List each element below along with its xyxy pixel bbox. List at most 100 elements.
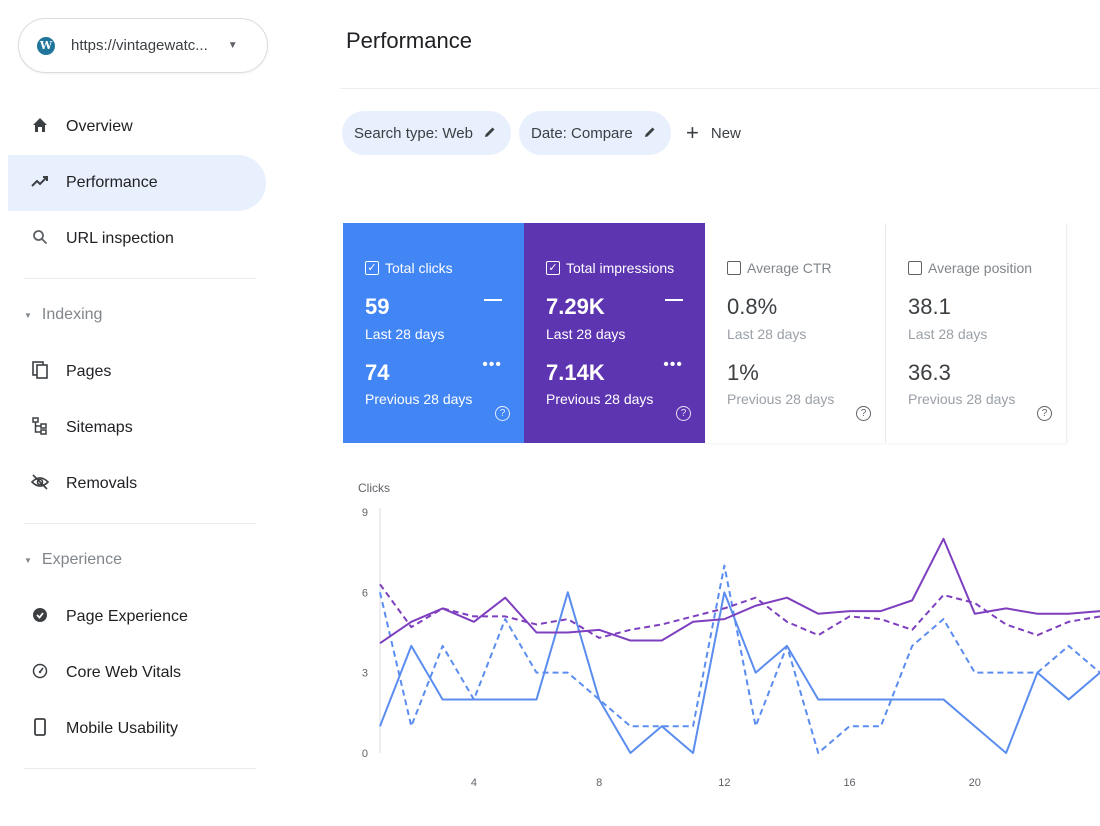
- help-icon[interactable]: ?: [676, 406, 691, 421]
- x-tick-label: 12: [718, 777, 730, 789]
- checkbox-checked-icon: ✓: [546, 261, 560, 275]
- plus-icon: +: [686, 120, 699, 145]
- wordpress-icon: W: [37, 36, 55, 55]
- chart-canvas: Clicks 0 3 6 9 4 8 12 16 20: [358, 481, 1100, 789]
- metric-label: Total impressions: [566, 260, 675, 276]
- series-line-clicks-previous: [379, 564, 1100, 754]
- metric-previous-value: 7.14K: [546, 360, 605, 385]
- sidebar-item-overview[interactable]: Overview: [8, 99, 266, 155]
- section-indexing[interactable]: ▼ Indexing: [24, 306, 102, 324]
- metric-toggle[interactable]: ✓ Total impressions: [546, 260, 674, 276]
- sidebar-item-mobile-usability[interactable]: Mobile Usability: [8, 701, 266, 757]
- trending-up-icon: [30, 174, 50, 193]
- search-icon: [30, 229, 50, 250]
- divider: [24, 523, 256, 524]
- x-tick-label: 20: [969, 777, 981, 789]
- sidebar-item-label: Page Experience: [66, 608, 188, 625]
- sidebar: W https://vintagewatc... ▼ Overview Perf…: [0, 0, 275, 800]
- metric-toggle[interactable]: ✓ Total clicks: [365, 260, 453, 276]
- sidebar-item-removals[interactable]: Removals: [8, 456, 266, 512]
- checkbox-unchecked-icon: [727, 261, 741, 275]
- sidebar-item-url-inspection[interactable]: URL inspection: [8, 211, 266, 267]
- divider: [24, 278, 256, 279]
- property-selector[interactable]: W https://vintagewatc... ▼: [18, 18, 268, 73]
- collapse-arrow-icon: ▼: [24, 555, 32, 565]
- search-type-filter-chip[interactable]: Search type: Web: [342, 111, 511, 155]
- y-tick-label: 3: [362, 668, 368, 680]
- metric-label: Average position: [928, 260, 1033, 276]
- metric-previous-value: 1%: [727, 360, 759, 385]
- divider: [24, 768, 256, 769]
- metric-previous-period: Previous 28 days: [546, 391, 654, 407]
- sidebar-item-page-experience[interactable]: Page Experience: [8, 589, 266, 645]
- metric-previous-period: Previous 28 days: [908, 391, 1016, 407]
- sidebar-item-label: Mobile Usability: [66, 720, 179, 737]
- metric-current-value: 38.1: [908, 294, 951, 319]
- y-tick-label: 0: [362, 748, 368, 760]
- new-filter-button[interactable]: + New: [686, 118, 741, 148]
- y-axis-title: Clicks: [358, 481, 390, 495]
- section-experience[interactable]: ▼ Experience: [24, 551, 122, 569]
- metric-current-period: Last 28 days: [365, 326, 445, 342]
- metric-current-period: Last 28 days: [546, 326, 626, 342]
- help-icon[interactable]: ?: [856, 406, 871, 421]
- sidebar-item-sitemaps[interactable]: Sitemaps: [8, 400, 266, 456]
- metric-current-value: 7.29K: [546, 294, 605, 319]
- metric-card-average-position[interactable]: Average position 38.1 Last 28 days 36.3 …: [886, 223, 1067, 443]
- collapse-arrow-icon: ▼: [24, 310, 32, 320]
- page-footer-space: [0, 800, 1100, 826]
- metric-label: Average CTR: [747, 260, 832, 276]
- chevron-down-icon: ▼: [227, 40, 238, 51]
- dashed-line-legend-icon: •••: [482, 356, 502, 373]
- metric-current-value: 59: [365, 294, 390, 319]
- series-line-impressions-previous: [379, 583, 1100, 639]
- solid-line-legend-icon: [484, 299, 502, 301]
- visibility-off-icon: [30, 473, 50, 495]
- section-label: Indexing: [41, 306, 103, 323]
- divider: [340, 88, 1100, 89]
- metric-current-period: Last 28 days: [727, 326, 807, 342]
- series-line-impressions-last: [379, 537, 1100, 645]
- dashed-line-legend-icon: •••: [663, 356, 683, 373]
- chip-label: Search type: Web: [354, 124, 473, 142]
- sitemap-icon: [30, 416, 50, 440]
- x-tick-label: 4: [471, 777, 477, 789]
- section-label: Experience: [41, 551, 122, 568]
- edit-pencil-icon: [643, 125, 657, 142]
- sidebar-item-label: Sitemaps: [66, 419, 133, 436]
- solid-line-legend-icon: [665, 299, 683, 301]
- date-filter-chip[interactable]: Date: Compare: [519, 111, 671, 155]
- home-icon: [30, 117, 50, 138]
- sidebar-item-label: Overview: [66, 118, 133, 135]
- y-tick-label: 6: [362, 587, 368, 599]
- metric-current-value: 0.8%: [727, 294, 778, 319]
- metric-card-total-clicks[interactable]: ✓ Total clicks 59 Last 28 days 74 Previo…: [343, 223, 524, 443]
- smartphone-icon: [30, 717, 50, 741]
- checkbox-checked-icon: ✓: [365, 261, 379, 275]
- new-filter-label: New: [710, 124, 741, 142]
- metric-label: Total clicks: [385, 260, 453, 276]
- sidebar-item-label: Core Web Vitals: [66, 664, 182, 681]
- property-url: https://vintagewatc...: [71, 37, 208, 54]
- performance-chart[interactable]: Clicks 0 3 6 9 4 8 12 16 20: [340, 462, 1100, 802]
- metric-current-period: Last 28 days: [908, 326, 988, 342]
- metric-previous-value: 74: [365, 360, 390, 385]
- sidebar-item-label: URL inspection: [66, 230, 174, 247]
- page-title: Performance: [346, 28, 472, 53]
- metric-toggle[interactable]: Average CTR: [727, 260, 832, 276]
- sidebar-item-label: Removals: [66, 475, 138, 492]
- sidebar-item-core-web-vitals[interactable]: Core Web Vitals: [8, 645, 266, 701]
- edit-pencil-icon: [483, 125, 497, 142]
- checkbox-unchecked-icon: [908, 261, 922, 275]
- metric-card-average-ctr[interactable]: Average CTR 0.8% Last 28 days 1% Previou…: [705, 223, 886, 443]
- help-icon[interactable]: ?: [1037, 406, 1052, 421]
- chip-label: Date: Compare: [531, 124, 633, 142]
- x-tick-label: 8: [596, 777, 602, 789]
- sidebar-item-pages[interactable]: Pages: [8, 344, 266, 400]
- x-tick-label: 16: [843, 777, 855, 789]
- y-tick-label: 9: [362, 507, 368, 519]
- sidebar-item-performance[interactable]: Performance: [8, 155, 266, 211]
- metric-toggle[interactable]: Average position: [908, 260, 1032, 276]
- help-icon[interactable]: ?: [495, 406, 510, 421]
- metric-card-total-impressions[interactable]: ✓ Total impressions 7.29K Last 28 days 7…: [524, 223, 705, 443]
